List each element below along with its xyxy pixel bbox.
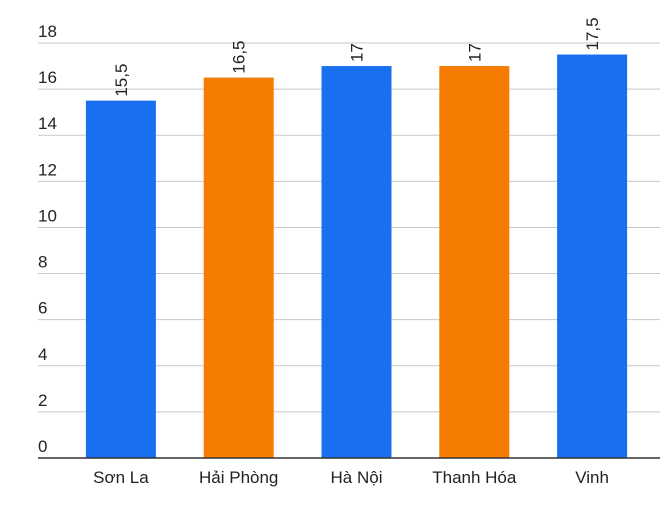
data-label: 17,5: [583, 17, 602, 50]
data-label: 15,5: [112, 64, 131, 97]
y-tick-label: 4: [38, 345, 47, 364]
bar: [439, 66, 510, 459]
x-tick-label: Hà Nội: [331, 468, 383, 487]
y-tick-label: 12: [38, 160, 57, 179]
x-tick-label: Hải Phòng: [199, 468, 278, 487]
y-tick-label: 14: [38, 114, 57, 133]
bar: [203, 77, 274, 458]
data-label: 17: [348, 43, 367, 62]
data-label: 17: [465, 43, 484, 62]
y-tick-label: 8: [38, 253, 47, 272]
x-tick-label: Thanh Hóa: [432, 468, 517, 487]
x-tick-label: Vinh: [575, 468, 609, 487]
bar: [557, 54, 628, 459]
y-tick-label: 18: [38, 22, 57, 41]
bar: [85, 100, 156, 458]
y-tick-label: 2: [38, 391, 47, 410]
y-tick-label: 0: [38, 437, 47, 456]
y-tick-label: 10: [38, 206, 57, 225]
data-label: 16,5: [230, 40, 249, 73]
y-tick-label: 6: [38, 299, 47, 318]
y-tick-label: 16: [38, 68, 57, 87]
x-tick-label: Sơn La: [93, 468, 149, 487]
bar: [321, 66, 392, 459]
